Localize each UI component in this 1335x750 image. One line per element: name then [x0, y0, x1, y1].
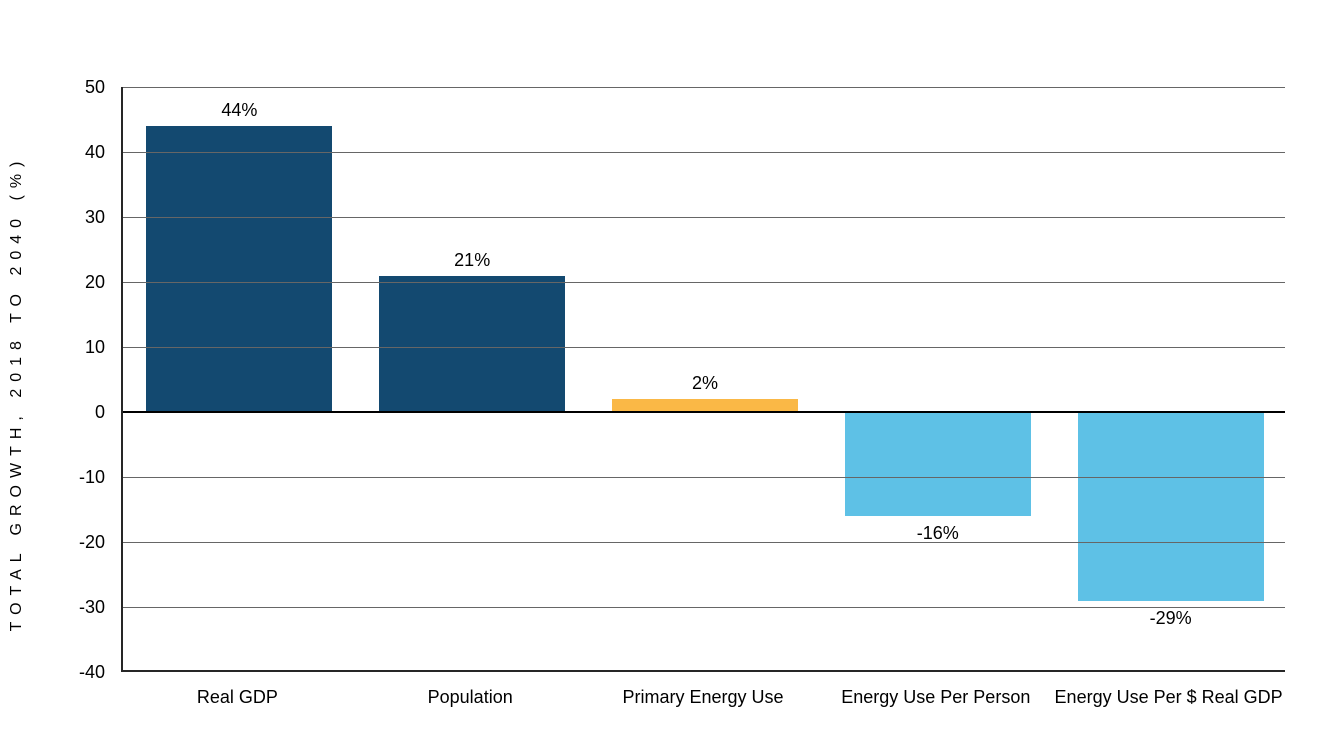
y-tick-label-20: 20 [84, 272, 105, 292]
y-tick-label--10: -10 [78, 467, 105, 487]
y-tick-label-50: 50 [84, 77, 105, 97]
y-tick-label-30: 30 [84, 207, 105, 227]
y-tick-label-0: 0 [94, 402, 105, 422]
value-label-energy-use-per-real-gdp: -29% [1149, 607, 1192, 628]
y-tick-label--20: -20 [78, 532, 105, 552]
bar-primary-energy-use [612, 399, 798, 412]
category-label-real-gdp: Real GDP [196, 687, 278, 707]
value-label-population: 21% [454, 249, 491, 270]
bar-population [379, 275, 566, 412]
y-tick-label-40: 40 [84, 142, 105, 162]
value-label-energy-use-per-person: -16% [916, 523, 959, 543]
zero-line [123, 411, 1285, 413]
y-tick-label-10: 10 [84, 337, 105, 357]
plot-area: 44% 21% 2% -16% -29% [121, 87, 1285, 672]
bar-energy-use-per-real-gdp [1077, 412, 1264, 601]
y-tick-label--40: -40 [78, 662, 105, 682]
bar-real-gdp [146, 126, 333, 412]
gridline-10 [123, 347, 1285, 348]
category-label-energy-use-per-real-gdp: Energy Use Per $ Real GDP [1054, 687, 1283, 707]
gridline-20 [123, 282, 1285, 283]
value-label-primary-energy-use: 2% [691, 373, 719, 393]
value-label-real-gdp: 44% [221, 100, 258, 120]
gridline-40 [123, 152, 1285, 153]
category-label-population: Population [427, 687, 513, 707]
gridline--30 [123, 607, 1285, 608]
bar-energy-use-per-person [844, 412, 1031, 516]
gridline--10 [123, 477, 1285, 478]
category-label-primary-energy-use: Primary Energy Use [622, 687, 784, 707]
y-tick-label--30: -30 [78, 597, 105, 617]
gridline-30 [123, 217, 1285, 218]
gridline-50 [123, 87, 1285, 88]
category-label-energy-use-per-person: Energy Use Per Person [841, 687, 1031, 707]
gridline--20 [123, 542, 1285, 543]
